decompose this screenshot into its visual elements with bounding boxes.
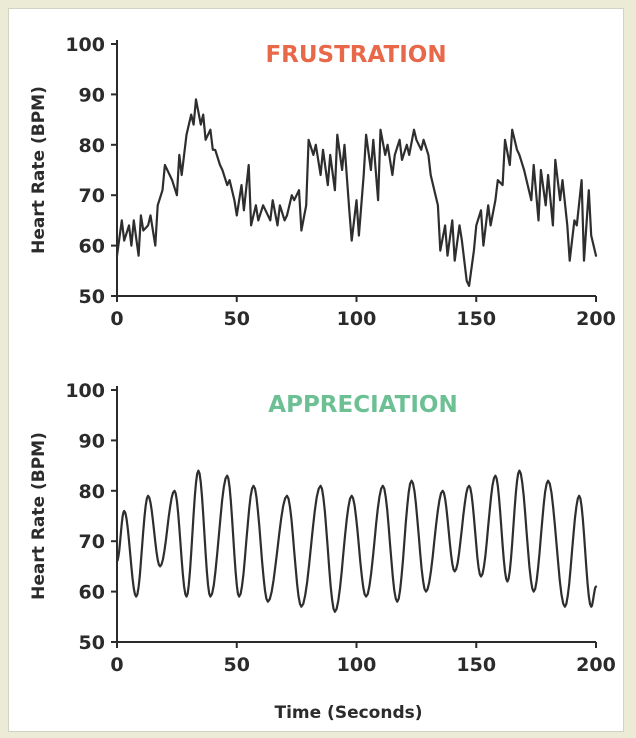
x-tick-label: 100 bbox=[337, 308, 377, 330]
y-tick-label: 90 bbox=[79, 430, 105, 452]
y-tick-label: 60 bbox=[79, 236, 105, 258]
y-tick-label: 100 bbox=[65, 380, 105, 402]
y-tick-label: 90 bbox=[79, 84, 105, 106]
y-tick-label: 50 bbox=[79, 632, 105, 654]
x-tick-label: 150 bbox=[456, 308, 496, 330]
x-tick-label: 200 bbox=[576, 308, 616, 330]
y-tick-label: 70 bbox=[79, 531, 105, 553]
heart-rate-line bbox=[115, 469, 598, 613]
y-axis-label: Heart Rate (BPM) bbox=[29, 86, 49, 254]
x-axis-label: Time (Seconds) bbox=[274, 703, 422, 723]
y-tick-label: 80 bbox=[79, 481, 105, 503]
y-tick-label: 70 bbox=[79, 185, 105, 207]
y-tick-label: 80 bbox=[79, 135, 105, 157]
chart-title: APPRECIATION bbox=[268, 392, 457, 418]
x-tick-label: 50 bbox=[224, 654, 250, 676]
x-tick-label: 200 bbox=[576, 654, 616, 676]
x-tick-label: 50 bbox=[224, 308, 250, 330]
x-tick-label: 0 bbox=[110, 654, 123, 676]
x-tick-label: 0 bbox=[110, 308, 123, 330]
y-tick-label: 60 bbox=[79, 582, 105, 604]
chart-title: FRUSTRATION bbox=[265, 42, 446, 68]
heart-rate-line bbox=[115, 98, 598, 287]
x-tick-label: 150 bbox=[456, 654, 496, 676]
y-tick-label: 50 bbox=[79, 286, 105, 308]
y-axis-label: Heart Rate (BPM) bbox=[29, 432, 49, 600]
figure-panel bbox=[8, 8, 624, 732]
x-tick-label: 100 bbox=[337, 654, 377, 676]
y-tick-label: 100 bbox=[65, 34, 105, 56]
